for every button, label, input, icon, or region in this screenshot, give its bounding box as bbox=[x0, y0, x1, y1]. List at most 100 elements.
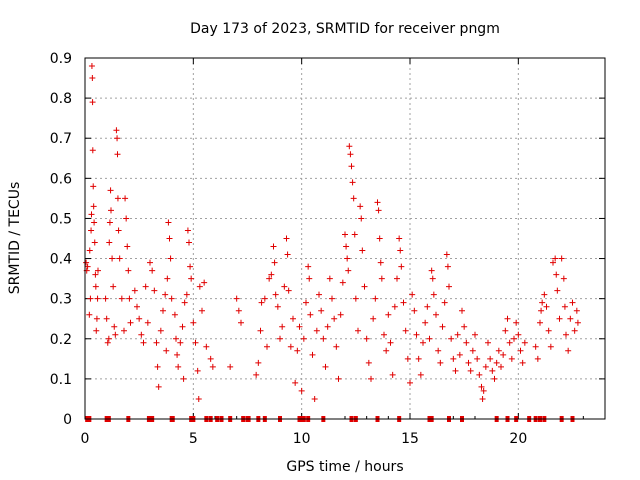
data-point bbox=[104, 339, 111, 346]
data-point bbox=[437, 359, 444, 366]
data-point bbox=[359, 247, 366, 254]
y-tick-label: 0.3 bbox=[50, 292, 72, 308]
data-point bbox=[469, 347, 476, 354]
data-point bbox=[396, 235, 403, 242]
data-point bbox=[277, 335, 283, 342]
data-point bbox=[227, 363, 234, 370]
data-point bbox=[485, 339, 491, 346]
data-point bbox=[556, 315, 563, 322]
data-point bbox=[114, 135, 121, 142]
data-point bbox=[294, 347, 301, 354]
data-point bbox=[89, 99, 96, 106]
data-point bbox=[126, 295, 133, 302]
data-point bbox=[335, 375, 342, 382]
data-point bbox=[351, 231, 358, 238]
data-point bbox=[125, 267, 132, 274]
data-point bbox=[111, 323, 118, 330]
data-point bbox=[552, 255, 559, 262]
data-point bbox=[402, 327, 409, 334]
data-point bbox=[233, 295, 240, 302]
data-point bbox=[493, 359, 500, 366]
x-tick-label: 15 bbox=[401, 431, 419, 447]
data-point bbox=[290, 315, 296, 322]
data-point bbox=[495, 347, 502, 354]
data-point bbox=[203, 343, 210, 350]
data-point bbox=[174, 351, 181, 358]
data-point bbox=[316, 291, 322, 298]
data-point bbox=[511, 335, 517, 342]
data-point bbox=[184, 227, 191, 234]
data-point bbox=[415, 355, 422, 362]
data-point bbox=[92, 271, 99, 278]
data-point bbox=[368, 375, 374, 382]
data-point bbox=[108, 207, 114, 214]
grid-lines bbox=[85, 58, 605, 419]
data-point bbox=[385, 311, 392, 318]
y-tick-label: 0.1 bbox=[50, 372, 72, 388]
data-point bbox=[357, 203, 364, 210]
data-point bbox=[543, 303, 550, 310]
data-point bbox=[151, 287, 158, 294]
chart-title: Day 173 of 2023, SRMTID for receiver png… bbox=[190, 21, 500, 37]
data-point bbox=[188, 275, 195, 282]
data-point bbox=[140, 339, 147, 346]
data-point bbox=[199, 307, 205, 314]
data-point bbox=[409, 291, 416, 298]
data-point bbox=[553, 271, 560, 278]
data-point bbox=[307, 311, 314, 318]
data-point bbox=[83, 259, 90, 266]
data-point bbox=[394, 275, 400, 282]
data-point bbox=[550, 259, 556, 266]
data-point bbox=[157, 327, 164, 334]
data-point bbox=[452, 367, 459, 374]
data-point bbox=[296, 323, 303, 330]
data-point bbox=[113, 127, 120, 134]
data-point bbox=[322, 363, 329, 370]
data-point bbox=[565, 347, 572, 354]
x-tick-label: 5 bbox=[189, 431, 198, 447]
data-point bbox=[320, 335, 327, 342]
data-point bbox=[500, 351, 507, 358]
data-point bbox=[88, 227, 95, 234]
data-point bbox=[109, 255, 116, 262]
data-point bbox=[235, 307, 242, 314]
data-point bbox=[144, 319, 151, 326]
data-point bbox=[433, 311, 439, 318]
data-point bbox=[444, 263, 451, 270]
data-point bbox=[153, 339, 160, 346]
data-point bbox=[154, 363, 161, 370]
data-point bbox=[422, 319, 429, 326]
data-point bbox=[547, 343, 554, 350]
data-point bbox=[255, 359, 262, 366]
data-point bbox=[426, 335, 433, 342]
data-point bbox=[110, 283, 117, 290]
data-point bbox=[123, 215, 130, 222]
data-point bbox=[407, 379, 413, 386]
data-point bbox=[417, 371, 424, 378]
data-point bbox=[177, 339, 184, 346]
data-point bbox=[545, 327, 552, 334]
data-point bbox=[347, 151, 354, 158]
data-point bbox=[363, 335, 370, 342]
data-point bbox=[192, 339, 199, 346]
data-point bbox=[180, 375, 187, 382]
data-point bbox=[287, 343, 294, 350]
data-point bbox=[181, 299, 188, 306]
x-tick-label: 0 bbox=[81, 431, 90, 447]
data-point bbox=[88, 63, 95, 70]
y-tick-label: 0.5 bbox=[50, 211, 72, 227]
data-point bbox=[257, 327, 264, 334]
data-point bbox=[112, 331, 119, 338]
data-point bbox=[305, 263, 312, 270]
data-point bbox=[476, 371, 483, 378]
data-point bbox=[374, 199, 381, 206]
data-point bbox=[88, 211, 95, 218]
data-point bbox=[164, 275, 171, 282]
data-point bbox=[502, 327, 509, 334]
data-point bbox=[413, 331, 420, 338]
data-point bbox=[541, 291, 548, 298]
data-point bbox=[519, 359, 526, 366]
data-point bbox=[285, 287, 292, 294]
data-point bbox=[344, 255, 351, 262]
data-point bbox=[134, 303, 140, 310]
